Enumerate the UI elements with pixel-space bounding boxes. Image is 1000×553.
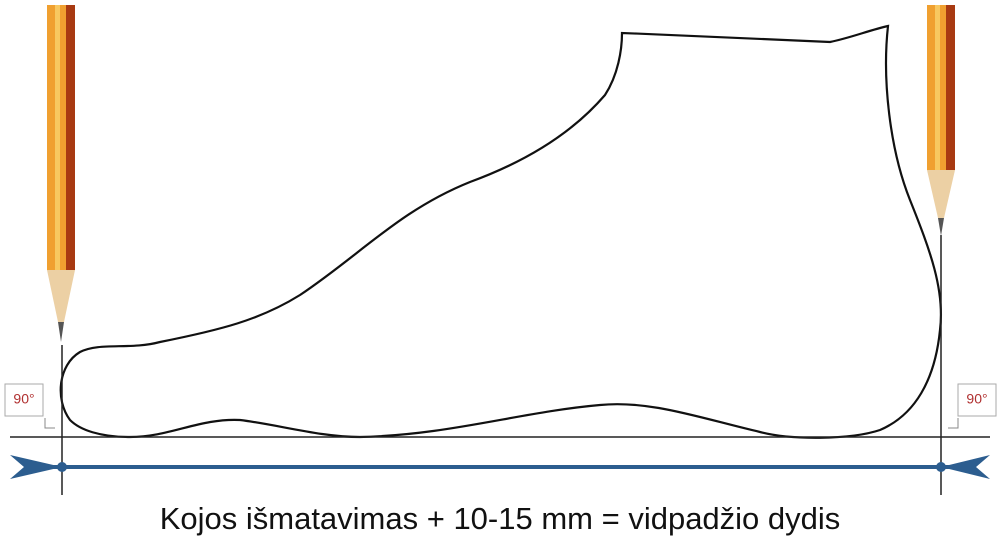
arrow-head-left xyxy=(10,455,62,479)
foot-outline xyxy=(59,24,943,439)
angle-label: 90° xyxy=(13,391,34,407)
left-pencil xyxy=(47,5,75,342)
caption: Kojos išmatavimas + 10-15 mm = vidpadžio… xyxy=(160,501,841,536)
angle-box xyxy=(957,383,997,417)
angle-box xyxy=(4,383,44,417)
measure-point xyxy=(936,462,946,472)
angle-marker xyxy=(44,418,55,429)
angle-label: 90° xyxy=(966,391,987,407)
arrow-head-right xyxy=(941,455,990,479)
measure-point xyxy=(57,462,67,472)
right-pencil xyxy=(927,5,955,236)
angle-marker xyxy=(948,418,959,429)
